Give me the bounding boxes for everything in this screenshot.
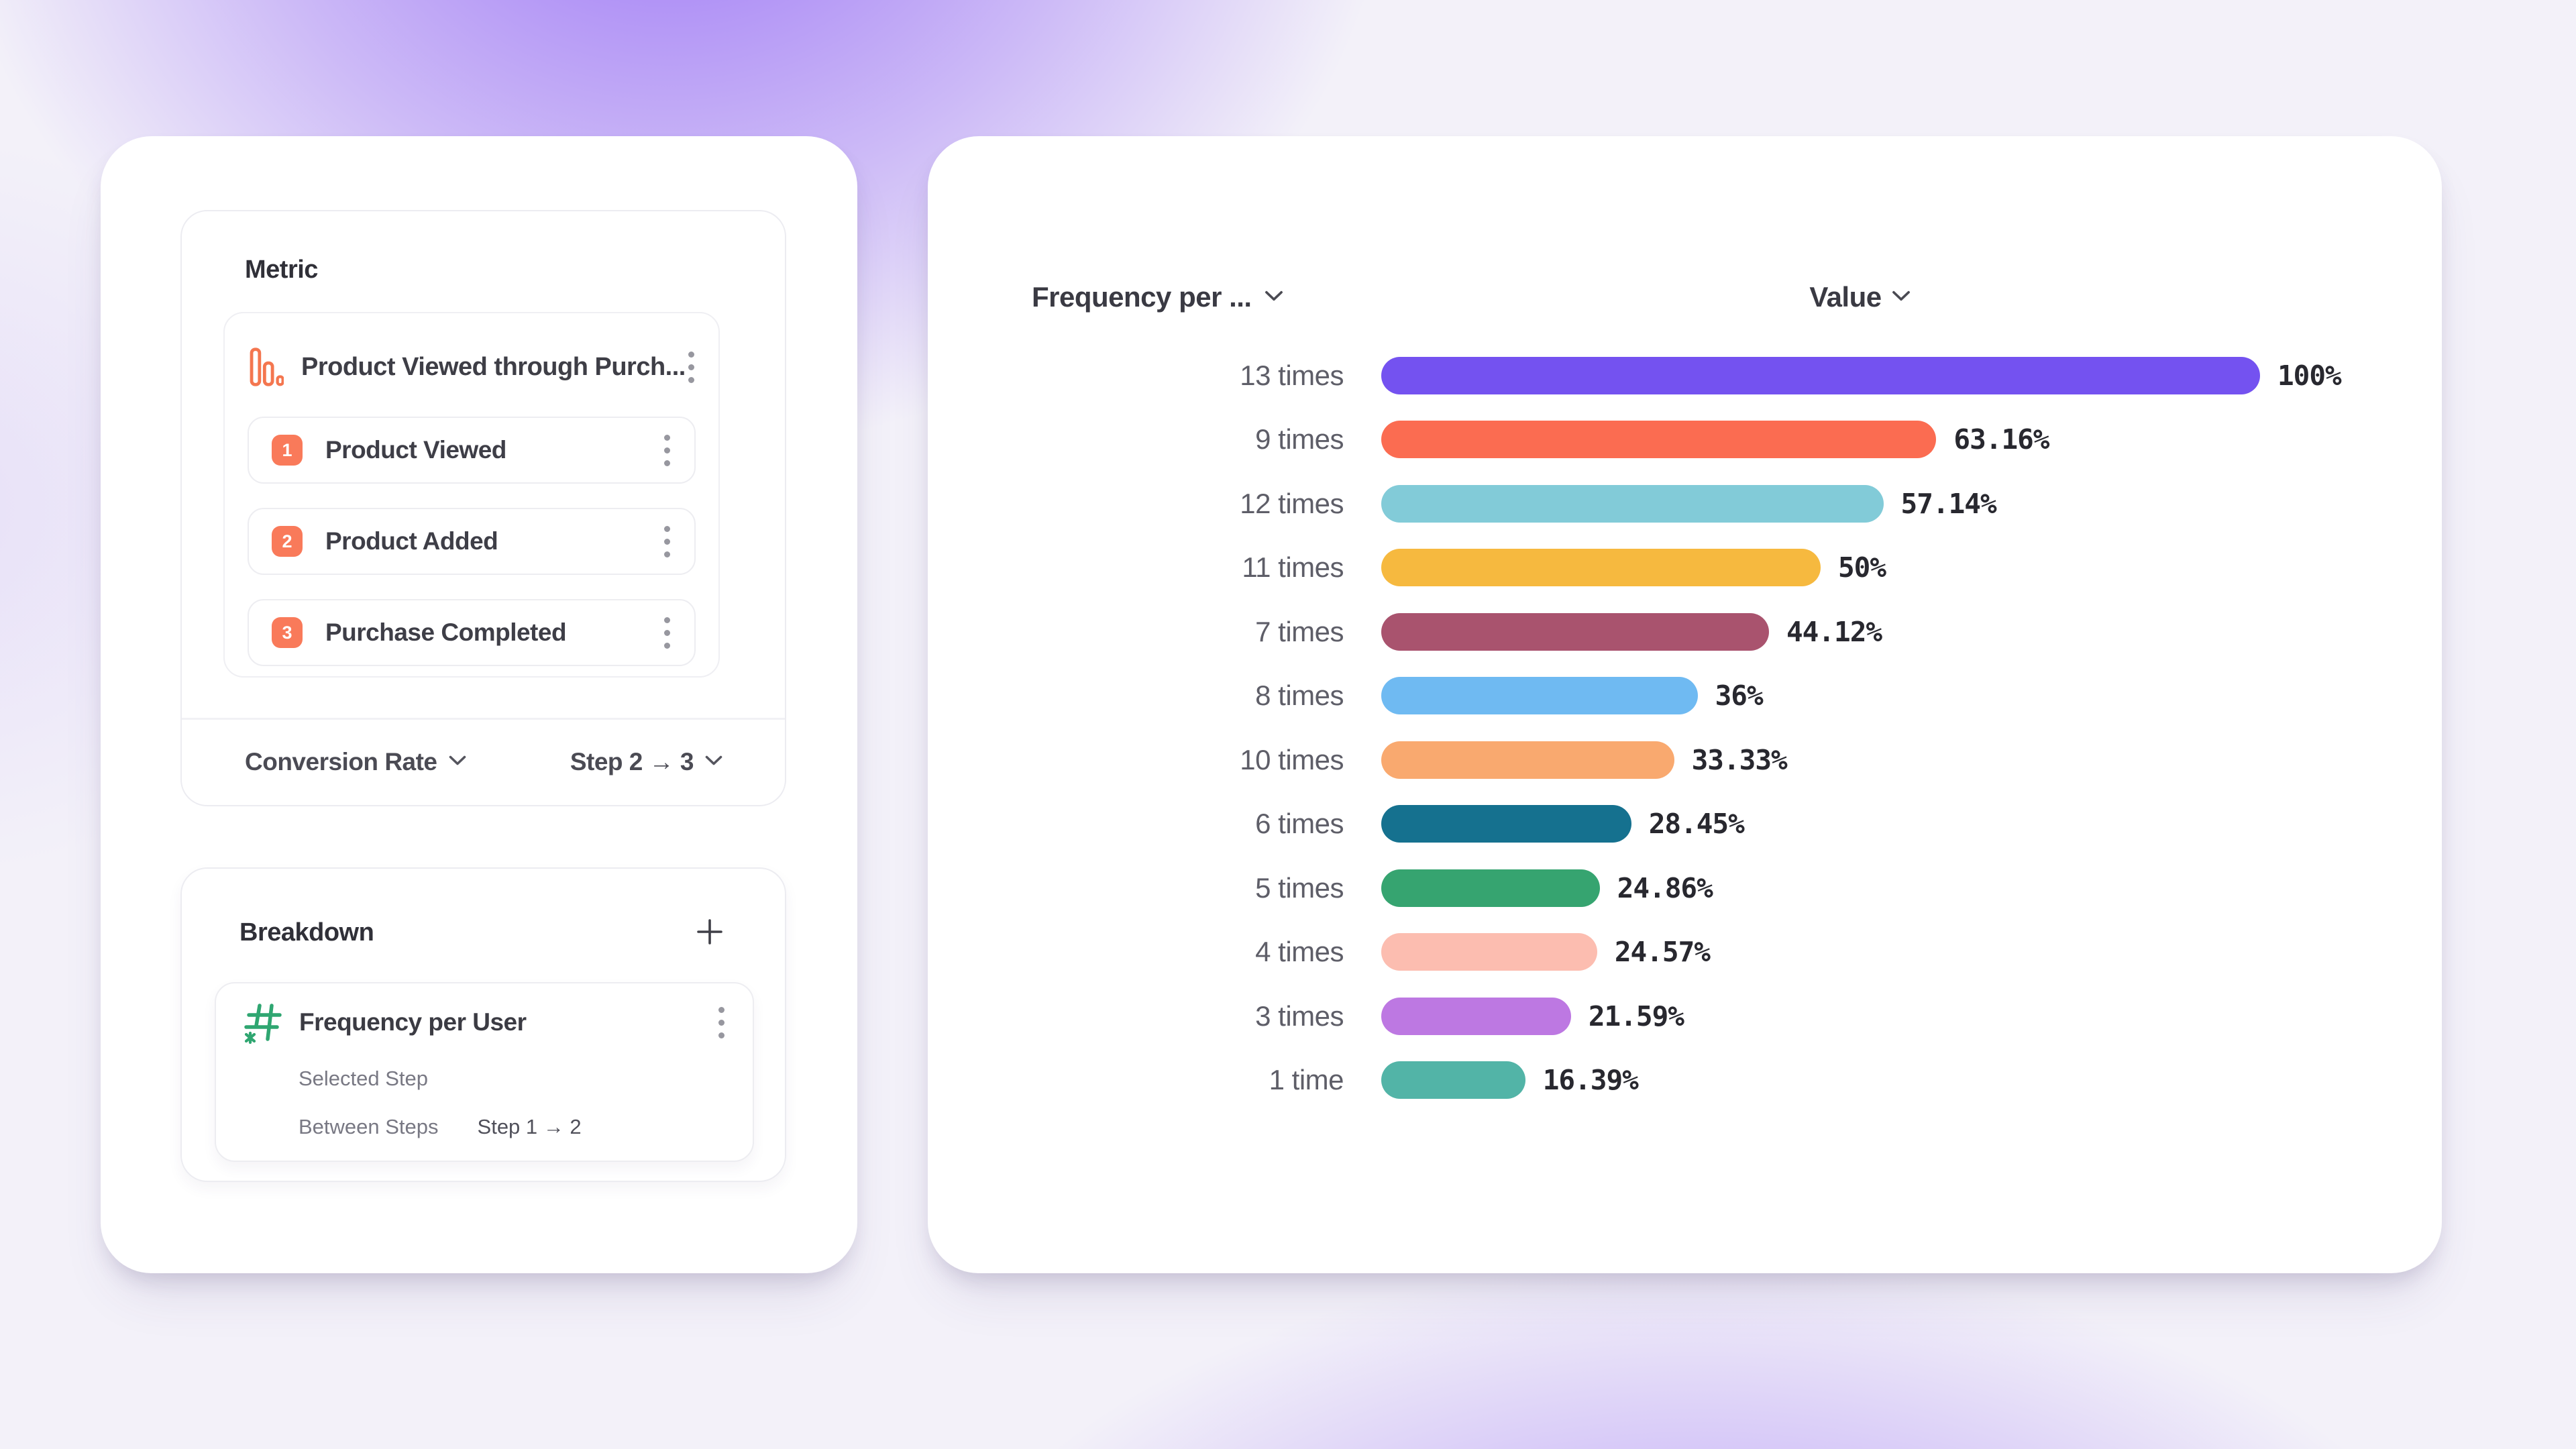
between-steps-value[interactable]: Step 1 → 2: [477, 1115, 582, 1138]
category-label: 13 times: [1240, 359, 1344, 391]
chart-row: 12 times 57.14%: [928, 472, 2442, 536]
step-label: Product Added: [325, 527, 498, 555]
value-bar[interactable]: [1381, 869, 1600, 907]
divider: [182, 718, 785, 720]
funnel-metric-group: Product Viewed through Purch... 1 Produc…: [223, 312, 720, 678]
category-label: 6 times: [1255, 808, 1344, 840]
category-label: 12 times: [1240, 487, 1344, 519]
breakdown-item-header: Frequency per User: [216, 983, 753, 1044]
kebab-menu-icon[interactable]: [660, 431, 674, 470]
value-bar[interactable]: [1381, 356, 2260, 394]
hashtag-icon: [241, 1001, 283, 1044]
chart-row: 6 times 28.45%: [928, 792, 2442, 857]
metric-section-title: Metric: [245, 256, 318, 284]
chevron-down-icon: [1891, 290, 1911, 305]
add-breakdown-button[interactable]: [691, 913, 729, 951]
funnel-metric-name: Product Viewed through Purch...: [301, 352, 684, 381]
value-label: 63.16%: [1953, 423, 2049, 456]
value-column-header[interactable]: Value: [1379, 281, 2341, 313]
value-label: 16.39%: [1542, 1064, 1639, 1097]
step-number-badge: 2: [272, 526, 303, 557]
breakdown-item[interactable]: Frequency per User Selected Step Between…: [215, 982, 754, 1162]
value-label: 50%: [1838, 551, 1886, 584]
category-label: 5 times: [1255, 871, 1344, 904]
value-bar[interactable]: [1381, 1061, 1525, 1099]
kebab-menu-icon[interactable]: [684, 347, 698, 387]
chart-row: 10 times 33.33%: [928, 728, 2442, 792]
value-label: 44.12%: [1786, 615, 1882, 648]
category-label: 1 time: [1269, 1064, 1344, 1096]
value-bar[interactable]: [1381, 421, 1937, 459]
kebab-menu-icon[interactable]: [660, 522, 674, 561]
chevron-down-icon: [704, 755, 723, 769]
step-number-badge: 3: [272, 617, 303, 648]
bar-chart: 13 times 100% 9 times 63.16% 12 times 57.14% 1…: [928, 343, 2442, 1112]
category-label: 7 times: [1255, 615, 1344, 647]
chart-header-row: Frequency per ... Value: [928, 281, 2442, 321]
metric-section: Metric Product Viewed through Purch... 1…: [180, 210, 786, 806]
funnel-step-1[interactable]: 1 Product Viewed: [248, 417, 696, 484]
value-bar[interactable]: [1381, 612, 1769, 651]
chart-row: 4 times 24.57%: [928, 920, 2442, 985]
frequency-column-header[interactable]: Frequency per ...: [1032, 281, 1284, 313]
breakdown-property-name: Frequency per User: [299, 1008, 527, 1036]
bar-chart-icon: [249, 347, 284, 387]
value-label: 28.45%: [1648, 808, 1745, 841]
value-bar[interactable]: [1381, 997, 1571, 1035]
value-label: 21.59%: [1588, 1000, 1684, 1032]
conversion-rate-dropdown[interactable]: Conversion Rate: [245, 748, 467, 776]
query-builder-panel: Metric Product Viewed through Purch... 1…: [101, 136, 857, 1273]
value-bar[interactable]: [1381, 933, 1597, 971]
measurement-row: Conversion Rate Step 2 → 3: [182, 720, 785, 804]
breakdown-section: Breakdown Frequency per User: [180, 867, 786, 1182]
chart-row: 9 times 63.16%: [928, 408, 2442, 472]
chart-row: 3 times 21.59%: [928, 984, 2442, 1049]
value-label: 57.14%: [1900, 487, 1997, 520]
value-label: 24.86%: [1617, 871, 1713, 904]
category-label: 3 times: [1255, 1000, 1344, 1032]
step-range-dropdown[interactable]: Step 2 → 3: [570, 748, 723, 776]
chart-row: 7 times 44.12%: [928, 600, 2442, 664]
breakdown-between-steps: Between Steps Step 1 → 2: [299, 1115, 582, 1139]
category-label: 10 times: [1240, 743, 1344, 775]
funnel-step-2[interactable]: 2 Product Added: [248, 508, 696, 575]
chart-row: 11 times 50%: [928, 536, 2442, 600]
between-steps-label: Between Steps: [299, 1115, 439, 1138]
category-label: 11 times: [1242, 551, 1344, 584]
step-label: Product Viewed: [325, 436, 506, 464]
chart-row: 1 time 16.39%: [928, 1049, 2442, 1113]
funnel-step-3[interactable]: 3 Purchase Completed: [248, 599, 696, 666]
chart-row: 5 times 24.86%: [928, 856, 2442, 920]
funnel-metric-header[interactable]: Product Viewed through Purch...: [225, 313, 718, 414]
breakdown-selected-step: Selected Step: [299, 1067, 429, 1090]
chart-row: 13 times 100%: [928, 343, 2442, 408]
value-bar[interactable]: [1381, 805, 1631, 843]
value-bar[interactable]: [1381, 549, 1821, 587]
category-label: 8 times: [1255, 680, 1344, 712]
kebab-menu-icon[interactable]: [660, 613, 674, 653]
step-number-badge: 1: [272, 435, 303, 466]
chevron-down-icon: [1264, 290, 1284, 305]
chart-row: 8 times 36%: [928, 664, 2442, 729]
breakdown-section-title: Breakdown: [239, 918, 374, 947]
chevron-down-icon: [448, 755, 467, 769]
plus-icon: [694, 916, 725, 947]
category-label: 9 times: [1255, 423, 1344, 455]
value-label: 33.33%: [1691, 743, 1788, 776]
value-label: 36%: [1715, 680, 1764, 712]
value-bar[interactable]: [1381, 677, 1698, 715]
value-label: 100%: [2277, 359, 2342, 392]
chart-panel: Frequency per ... Value 13 times 100% 9 ti…: [928, 136, 2442, 1273]
value-label: 24.57%: [1614, 936, 1711, 969]
category-label: 4 times: [1255, 936, 1344, 968]
kebab-menu-icon[interactable]: [714, 1003, 729, 1042]
value-bar[interactable]: [1381, 741, 1674, 779]
step-label: Purchase Completed: [325, 619, 567, 646]
value-bar[interactable]: [1381, 484, 1884, 523]
